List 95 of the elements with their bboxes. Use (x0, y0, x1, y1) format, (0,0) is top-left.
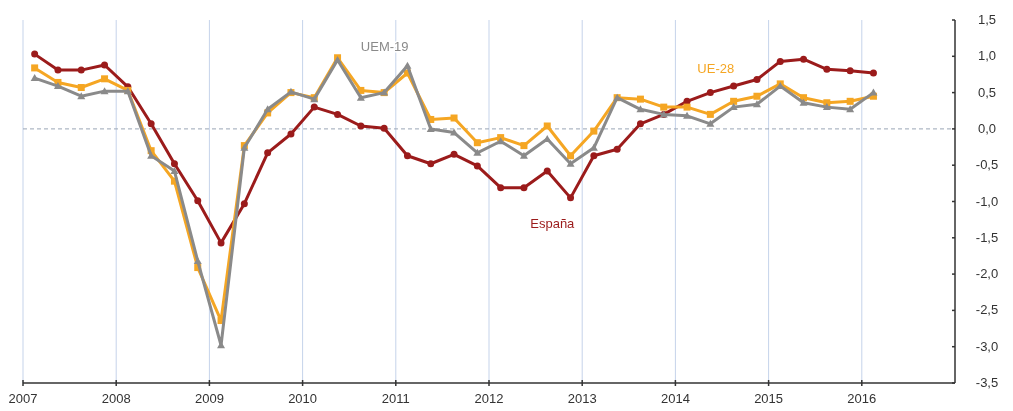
x-tick-label: 2011 (381, 391, 410, 406)
point (147, 120, 155, 128)
series-label: España (530, 216, 576, 232)
y-tick-label: 1,0 (977, 48, 997, 64)
point (31, 50, 39, 58)
point (30, 74, 39, 82)
point (77, 66, 85, 74)
point (403, 61, 412, 69)
point (730, 97, 738, 105)
point (543, 135, 552, 143)
point (543, 122, 551, 130)
y-tick-label: -3,5 (975, 375, 999, 390)
point (567, 152, 575, 160)
point (54, 66, 62, 74)
point (450, 150, 458, 158)
y-tick-label: 1,5 (977, 12, 997, 27)
point (77, 92, 86, 100)
x-tick-label: 2009 (194, 391, 224, 406)
point (100, 87, 109, 95)
point (473, 139, 481, 147)
point (287, 130, 295, 138)
point (800, 55, 808, 63)
point (776, 57, 784, 65)
x-tick-label: 2008 (101, 391, 131, 406)
point (519, 151, 528, 159)
y-tick-label: -3,0 (975, 338, 999, 354)
y-tick-label: -2,5 (975, 302, 999, 318)
point (823, 65, 831, 73)
point (473, 162, 481, 170)
point (497, 184, 505, 192)
point (170, 160, 178, 168)
point (683, 97, 691, 105)
point (566, 159, 575, 167)
point (473, 148, 482, 156)
series-label: UE-28 (697, 61, 735, 77)
point (101, 75, 109, 83)
point (427, 160, 435, 168)
x-tick-label: 2015 (754, 391, 784, 406)
point (334, 110, 342, 118)
point (846, 97, 854, 105)
point (264, 149, 272, 157)
point (636, 95, 644, 103)
point (356, 93, 365, 101)
point (31, 64, 39, 72)
point (101, 61, 109, 69)
point (520, 184, 528, 192)
point (193, 257, 202, 265)
x-tick-label: 2013 (567, 391, 597, 406)
x-tick-label: 2016 (847, 391, 877, 406)
point (636, 120, 644, 128)
y-tick-label: -2,0 (975, 266, 999, 282)
point (706, 89, 714, 97)
point (799, 98, 808, 106)
point (170, 167, 179, 175)
point (217, 239, 225, 247)
point (194, 197, 202, 205)
y-tick-label: -0,5 (975, 157, 999, 173)
point (846, 67, 854, 75)
point (590, 152, 598, 160)
point (426, 124, 435, 132)
series-label: UEM-19 (360, 38, 409, 54)
y-tick-label: 0,0 (977, 120, 997, 136)
point (543, 167, 551, 175)
point (706, 110, 714, 118)
point (660, 103, 668, 111)
x-tick-label: 2014 (660, 391, 690, 406)
point (403, 152, 411, 160)
point (590, 127, 598, 135)
x-tick-label: 2012 (474, 391, 504, 406)
y-tick-label: -1,0 (975, 193, 999, 209)
point (706, 119, 715, 127)
y-tick-label: -1,5 (975, 229, 999, 245)
point (752, 100, 761, 108)
point (730, 82, 738, 90)
point (683, 111, 692, 119)
point (53, 82, 62, 90)
point (683, 103, 691, 111)
point (613, 145, 621, 153)
point (753, 92, 761, 100)
point (380, 124, 388, 132)
point (77, 84, 85, 92)
point (753, 76, 761, 84)
point (869, 69, 877, 77)
point (822, 103, 831, 111)
point (846, 105, 855, 113)
point (357, 122, 365, 130)
y-tick-label: 0,5 (977, 84, 997, 100)
point (636, 105, 645, 113)
x-tick-label: 2010 (288, 391, 318, 406)
point (310, 103, 318, 111)
point (520, 142, 528, 150)
x-tick-label: 2007 (8, 391, 38, 406)
point (567, 194, 575, 202)
point (450, 114, 458, 122)
point (240, 200, 248, 208)
